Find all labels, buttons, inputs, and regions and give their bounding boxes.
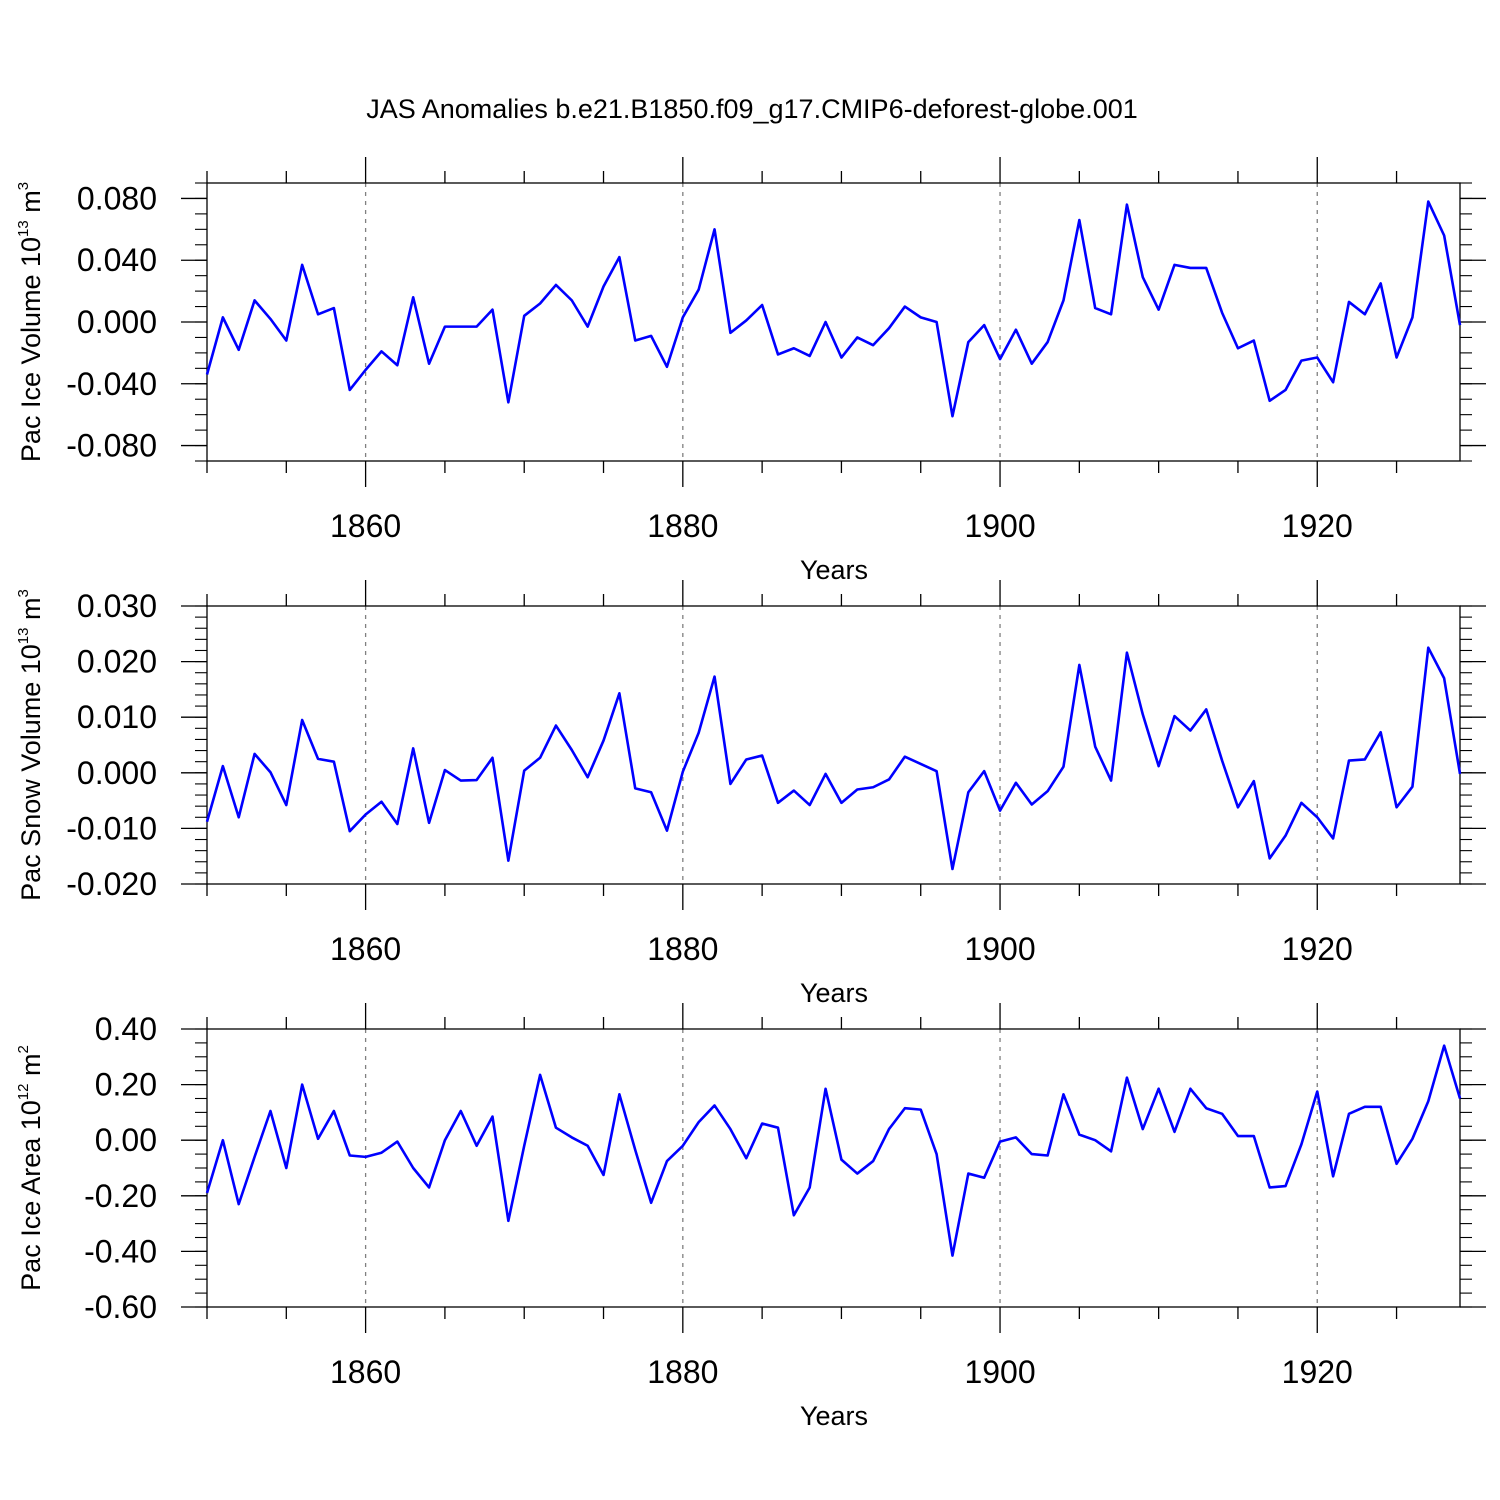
y-axis-label-unit-exponent: 3 [15, 589, 32, 597]
y-tick-label: 0.00 [95, 1122, 157, 1158]
x-tick-label: 1920 [1282, 931, 1353, 967]
plot-frame [206, 1028, 1461, 1308]
x-tick-label: 1880 [647, 931, 718, 967]
plot-frame [206, 182, 1461, 462]
panel-ice-area: -0.60 -0.40 -0.20 0.00 0.20 0.40 1860 1880 1900 1… [15, 1003, 1486, 1431]
y-axis-label-unit: m [16, 597, 46, 627]
y-tick-label: 0.020 [77, 644, 157, 680]
y-tick-label: -0.010 [66, 810, 157, 846]
x-tick-label: 1900 [964, 931, 1035, 967]
x-tick-label: 1880 [647, 508, 718, 544]
plot-frame [206, 605, 1461, 885]
y-axis-label: Pac Snow Volume 1013 m3 [15, 589, 46, 901]
y-axis-label-unit: m [16, 190, 46, 220]
x-axis-label: Years [800, 1401, 868, 1431]
y-tick-label: 0.040 [77, 242, 157, 278]
x-tick-label: 1920 [1282, 508, 1353, 544]
series-line [205, 1044, 1462, 1257]
x-axis-label: Years [800, 978, 868, 1008]
x-tick-label: 1880 [647, 1354, 718, 1390]
y-axis-label: Pac Ice Area 1012 m2 [15, 1045, 46, 1291]
x-tick-label: 1920 [1282, 1354, 1353, 1390]
series-line [205, 646, 1462, 871]
y-axis-label-unit: m [16, 1054, 46, 1084]
x-axis-label: Years [800, 555, 868, 585]
x-tick-label: 1860 [330, 508, 401, 544]
y-axis-label-text: Pac Snow Volume 10 [16, 644, 46, 901]
y-tick-label: 0.010 [77, 699, 157, 735]
y-tick-label: -0.60 [84, 1289, 157, 1325]
y-axis-label-unit-exponent: 3 [15, 182, 32, 190]
y-axis-label: Pac Ice Volume 1013 m3 [15, 182, 46, 462]
y-axis-label-exponent: 12 [15, 1084, 32, 1101]
y-tick-label: 0.080 [77, 180, 157, 216]
y-tick-label: -0.040 [66, 366, 157, 402]
y-axis-label-unit-exponent: 2 [15, 1045, 32, 1053]
x-tick-label: 1900 [964, 1354, 1035, 1390]
y-tick-label: 0.000 [77, 304, 157, 340]
y-axis-label-text: Pac Ice Volume 10 [16, 237, 46, 462]
panel-ice-volume: -0.080 -0.040 0.000 0.040 0.080 1860 1880 1900 1… [15, 157, 1486, 585]
y-tick-label: 0.40 [95, 1011, 157, 1047]
x-tick-label: 1860 [330, 1354, 401, 1390]
series-line [205, 200, 1462, 418]
y-axis-label-text: Pac Ice Area 10 [16, 1100, 46, 1291]
y-axis-label-exponent: 13 [15, 220, 32, 237]
chart-title: JAS Anomalies b.e21.B1850.f09_g17.CMIP6-… [366, 94, 1138, 124]
x-tick-label: 1860 [330, 931, 401, 967]
y-tick-label: -0.080 [66, 428, 157, 464]
y-tick-label: -0.020 [66, 866, 157, 902]
y-axis-label-exponent: 13 [15, 627, 32, 644]
y-tick-label: 0.030 [77, 588, 157, 624]
panel-snow-volume: -0.020 -0.010 0.000 0.010 0.020 0.030 1860 1880… [15, 580, 1486, 1008]
y-tick-label: 0.000 [77, 755, 157, 791]
x-tick-label: 1900 [964, 508, 1035, 544]
y-tick-label: 0.20 [95, 1067, 157, 1103]
y-tick-label: -0.40 [84, 1233, 157, 1269]
y-tick-label: -0.20 [84, 1178, 157, 1214]
